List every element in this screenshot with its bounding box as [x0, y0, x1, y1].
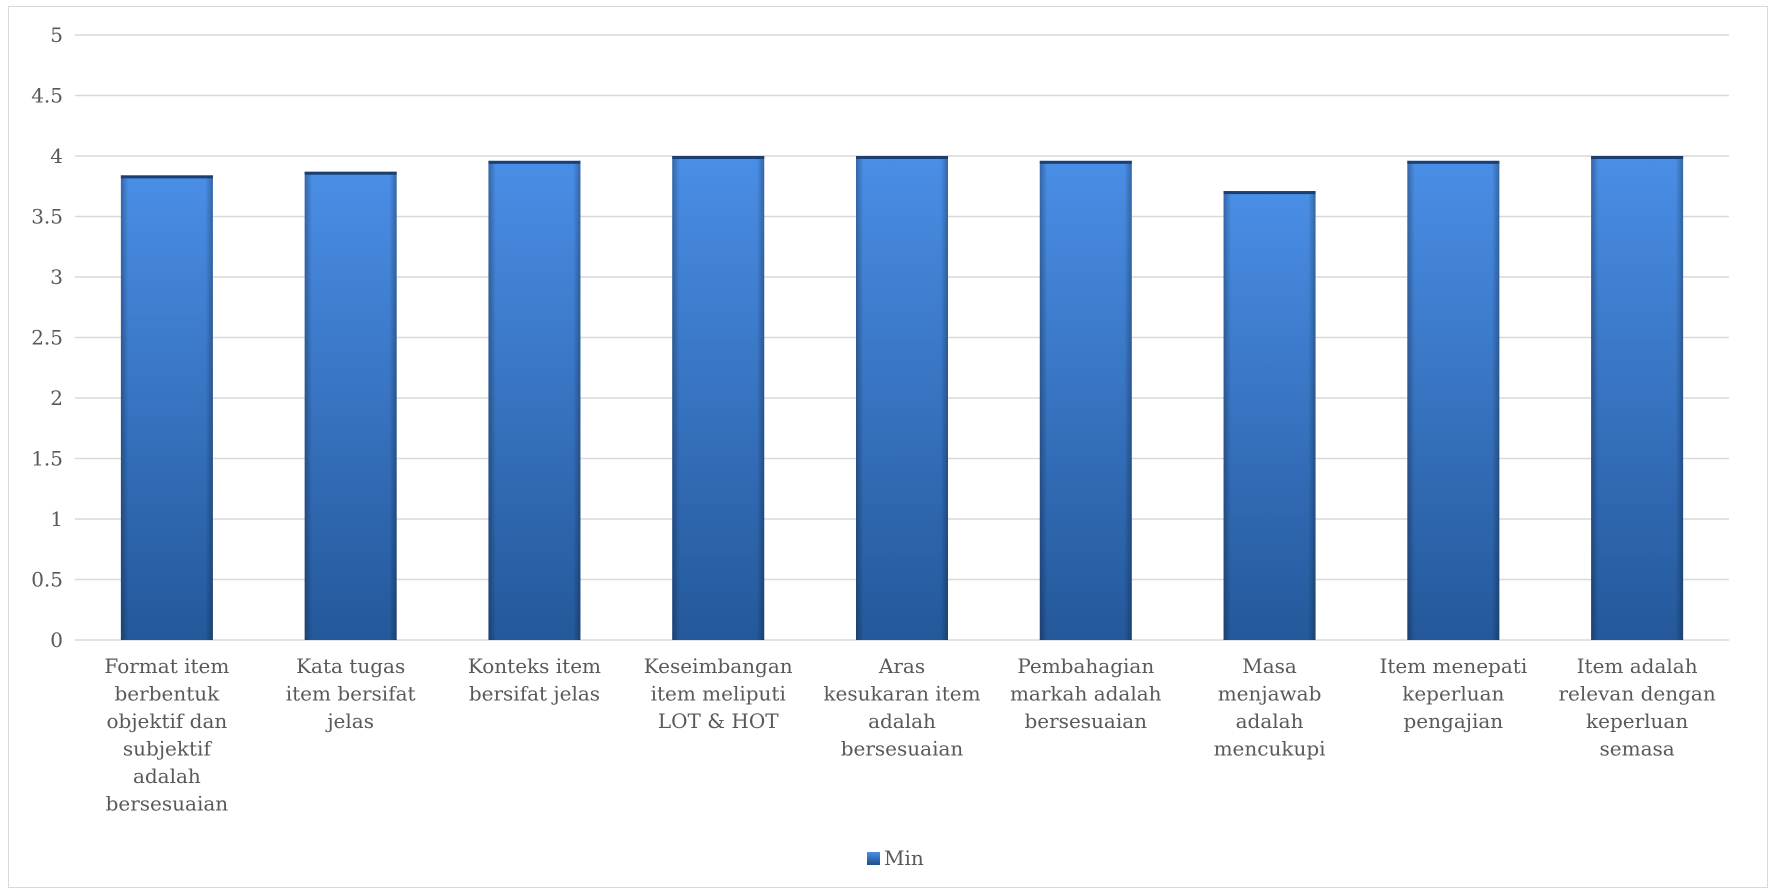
legend: Min: [867, 846, 924, 870]
bar-top-edge: [856, 156, 948, 159]
y-tick-label: 0: [50, 628, 63, 652]
bar-shade: [672, 156, 765, 640]
x-tick-label: Masa menjawab adalah mencukupi: [1214, 654, 1326, 761]
bar-top-edge: [1407, 160, 1500, 164]
x-tick-label: Pembahagian markah adalah bersesuaian: [1010, 654, 1162, 733]
bars: [120, 156, 1684, 641]
x-tick-label: Item menepati keperluan pengajian: [1379, 654, 1527, 733]
bar: [304, 171, 397, 641]
bar-top-edge: [672, 156, 765, 159]
bar-shade: [488, 160, 581, 640]
x-tick-label: Keseimbangan item meliputi LOT & HOT: [644, 654, 793, 733]
y-tick-label: 1: [50, 507, 63, 531]
x-tick-label: Aras kesukaran item adalah bersesuaian: [823, 654, 980, 761]
bar: [672, 156, 765, 640]
y-tick-label: 2.5: [31, 326, 63, 350]
bar-shade: [304, 171, 397, 641]
y-tick-label: 4.5: [31, 84, 63, 108]
x-axis-labels: Format item berbentuk objektif dan subjekti…: [104, 654, 1715, 816]
y-axis-ticks: 0 0.5 1 1.5 2 2.5 3 3.5 4 4.5 5: [31, 23, 63, 652]
x-tick-label: Kata tugas item bersifat jelas: [286, 654, 416, 733]
y-tick-label: 2: [50, 386, 63, 410]
y-tick-label: 1.5: [31, 447, 63, 471]
bar-shade: [120, 175, 213, 641]
legend-swatch: [867, 852, 880, 865]
y-tick-label: 4: [50, 144, 63, 168]
bar: [856, 156, 948, 640]
x-tick-label: Konteks item bersifat jelas: [468, 654, 601, 706]
bar: [488, 160, 581, 640]
bar-top-edge: [120, 175, 213, 179]
bar: [1039, 160, 1132, 640]
y-tick-label: 0.5: [31, 568, 63, 592]
legend-label: Min: [884, 846, 924, 870]
bar-shade: [856, 156, 948, 640]
x-tick-label: Format item berbentuk objektif dan subjekti…: [104, 654, 229, 816]
bar: [1591, 156, 1684, 640]
bar-shade: [1407, 160, 1500, 640]
bar-top-edge: [1223, 191, 1316, 195]
bar-top-edge: [304, 171, 397, 175]
bar-chart: 0 0.5 1 1.5 2 2.5 3 3.5 4 4.5 5 Format item berbent…: [31, 23, 1729, 870]
bar-top-edge: [1591, 156, 1684, 159]
bar: [1223, 191, 1316, 640]
bar-top-edge: [1039, 160, 1132, 164]
bar: [120, 175, 213, 641]
y-tick-label: 5: [50, 23, 63, 47]
y-tick-label: 3: [50, 265, 63, 289]
bar: [1407, 160, 1500, 640]
chart-area: 0 0.5 1 1.5 2 2.5 3 3.5 4 4.5 5 Format item berbent…: [8, 6, 1768, 888]
bar-shade: [1223, 191, 1316, 640]
bar-shade: [1591, 156, 1684, 640]
bar-top-edge: [488, 160, 581, 164]
bar-shade: [1039, 160, 1132, 640]
x-tick-label: Item adalah relevan dengan keperluan semasa: [1559, 654, 1716, 761]
y-tick-label: 3.5: [31, 205, 63, 229]
